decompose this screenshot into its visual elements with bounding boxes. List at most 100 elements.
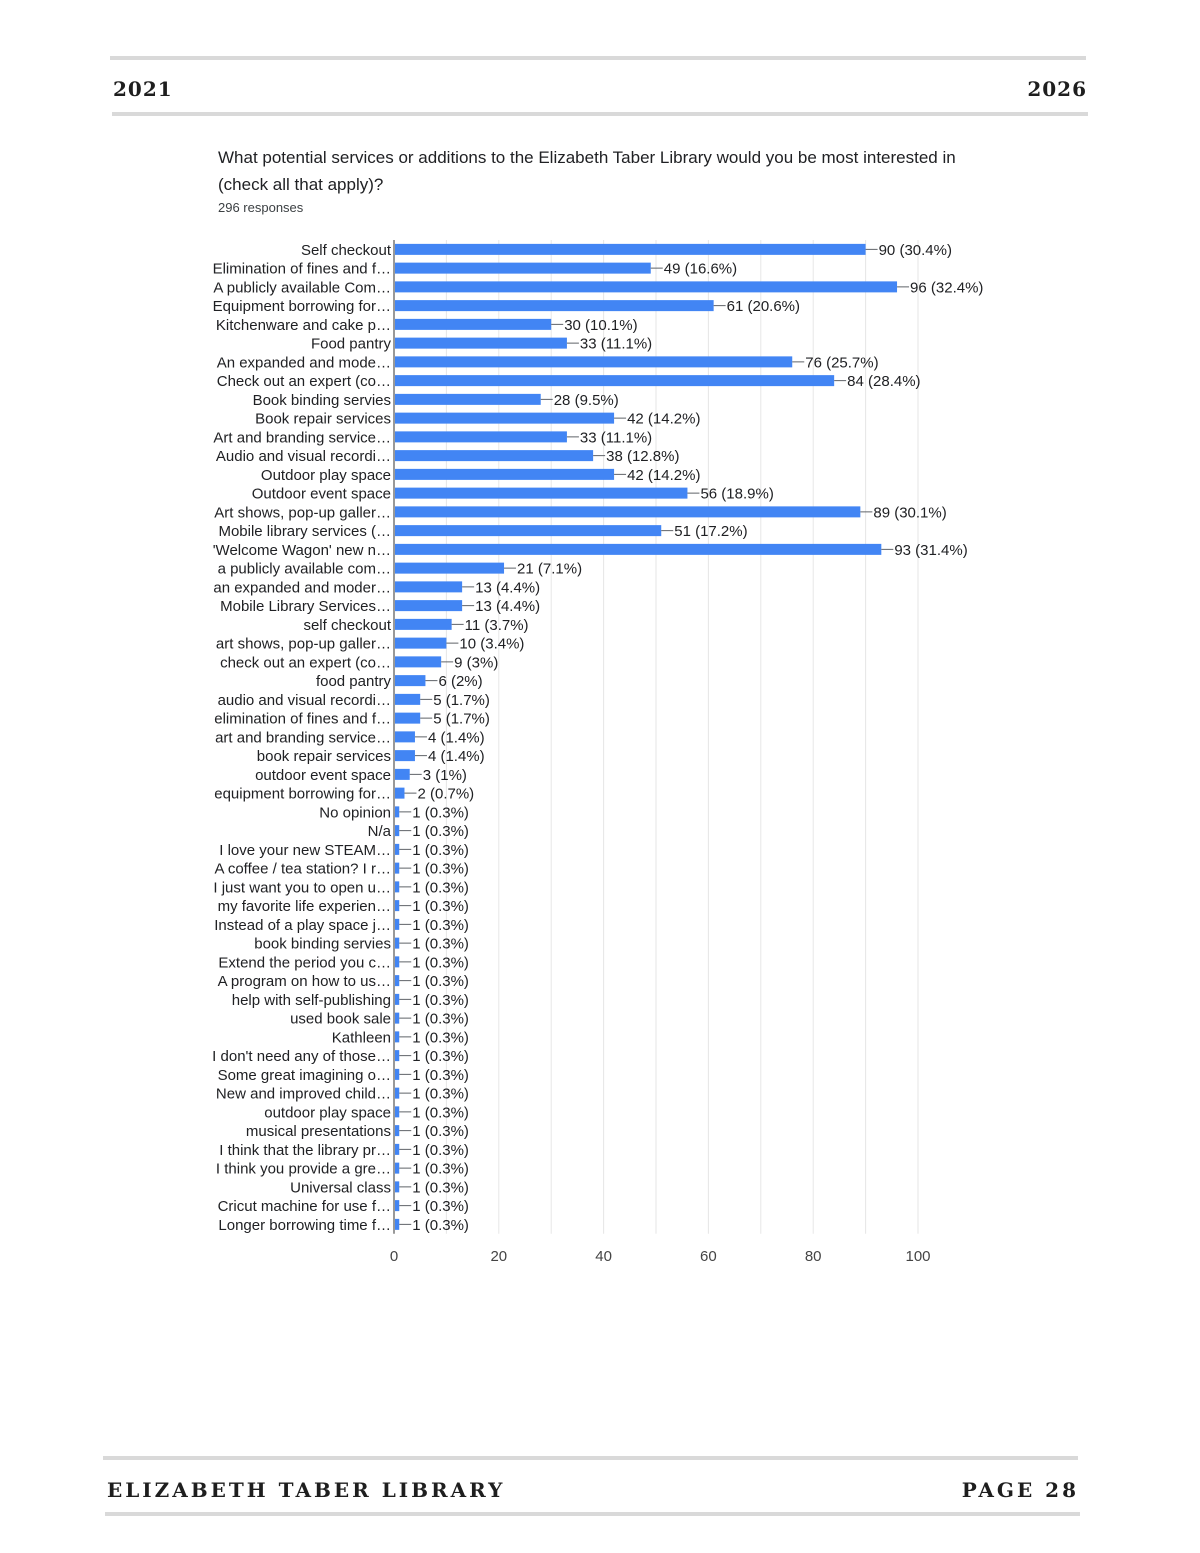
data-label: 1 (0.3%) bbox=[412, 954, 469, 971]
bar bbox=[395, 562, 505, 574]
category-label: food pantry bbox=[316, 673, 392, 690]
category-label: self checkout bbox=[303, 617, 391, 634]
category-label: art shows, pop-up galler… bbox=[216, 636, 391, 653]
category-label: musical presentations bbox=[246, 1123, 391, 1140]
x-tick-label: 40 bbox=[595, 1248, 612, 1265]
category-label: No opinion bbox=[319, 804, 391, 821]
data-label: 6 (2%) bbox=[438, 673, 482, 690]
category-label: book binding servies bbox=[254, 936, 391, 953]
category-label: Art and branding service… bbox=[213, 429, 391, 446]
data-label: 90 (30.4%) bbox=[879, 242, 952, 259]
data-label: 51 (17.2%) bbox=[674, 523, 747, 540]
category-label: I think you provide a gre… bbox=[216, 1161, 391, 1178]
category-label: Food pantry bbox=[311, 336, 392, 353]
data-label: 5 (1.7%) bbox=[433, 711, 490, 728]
category-label: An expanded and mode… bbox=[217, 354, 391, 371]
bar bbox=[395, 881, 400, 893]
data-label: 4 (1.4%) bbox=[428, 729, 485, 746]
bar bbox=[395, 937, 400, 949]
bar bbox=[395, 825, 400, 837]
category-label: Check out an expert (co… bbox=[217, 373, 391, 390]
category-label: Outdoor play space bbox=[261, 467, 391, 484]
header-bottom-rule bbox=[112, 112, 1088, 116]
category-label: outdoor event space bbox=[255, 767, 391, 784]
category-label: A publicly available Com… bbox=[213, 279, 391, 296]
bar bbox=[395, 1012, 400, 1024]
data-label: 1 (0.3%) bbox=[412, 973, 469, 990]
data-label: 1 (0.3%) bbox=[412, 1104, 469, 1121]
bar bbox=[395, 431, 567, 443]
bar bbox=[395, 993, 400, 1005]
data-label: 28 (9.5%) bbox=[554, 392, 619, 409]
category-label: I think that the library pr… bbox=[219, 1142, 391, 1159]
category-label: Self checkout bbox=[301, 242, 392, 259]
data-label: 1 (0.3%) bbox=[412, 898, 469, 915]
bar bbox=[395, 768, 410, 780]
category-label: an expanded and moder… bbox=[213, 579, 391, 596]
data-label: 1 (0.3%) bbox=[412, 1217, 469, 1234]
category-label: Universal class bbox=[290, 1179, 391, 1196]
bar bbox=[395, 450, 594, 462]
data-label: 42 (14.2%) bbox=[627, 467, 700, 484]
category-label: art and branding service… bbox=[215, 729, 391, 746]
data-label: 33 (11.1%) bbox=[580, 429, 652, 446]
data-label: 1 (0.3%) bbox=[412, 1086, 469, 1103]
bar bbox=[395, 337, 567, 349]
data-label: 3 (1%) bbox=[423, 767, 467, 784]
category-label: book repair services bbox=[257, 748, 391, 765]
data-label: 56 (18.9%) bbox=[700, 486, 773, 503]
data-label: 1 (0.3%) bbox=[412, 1048, 469, 1065]
category-label: elimination of fines and f… bbox=[214, 711, 391, 728]
bar bbox=[395, 656, 442, 668]
data-label: 1 (0.3%) bbox=[412, 1198, 469, 1215]
bar bbox=[395, 525, 662, 537]
bar bbox=[395, 1218, 400, 1230]
category-label: my favorite life experien… bbox=[218, 898, 391, 915]
bar bbox=[395, 637, 447, 649]
x-tick-label: 60 bbox=[700, 1248, 717, 1265]
footer-top-rule bbox=[103, 1456, 1078, 1460]
bar bbox=[395, 318, 552, 330]
data-label: 5 (1.7%) bbox=[433, 692, 490, 709]
bar bbox=[395, 393, 541, 405]
data-label: 1 (0.3%) bbox=[412, 1179, 469, 1196]
bar bbox=[395, 843, 400, 855]
bar bbox=[395, 862, 400, 874]
bar bbox=[395, 1200, 400, 1212]
data-label: 76 (25.7%) bbox=[805, 354, 878, 371]
bar bbox=[395, 618, 452, 630]
bar bbox=[395, 262, 651, 274]
bar bbox=[395, 1050, 400, 1062]
bar bbox=[395, 581, 463, 593]
x-tick-label: 20 bbox=[490, 1248, 507, 1265]
data-label: 1 (0.3%) bbox=[412, 1011, 469, 1028]
bar bbox=[395, 712, 421, 724]
bar bbox=[395, 543, 882, 555]
category-label: 'Welcome Wagon' new n… bbox=[213, 542, 391, 559]
chart-subtitle: 296 responses bbox=[218, 200, 304, 215]
data-label: 84 (28.4%) bbox=[847, 373, 920, 390]
data-label: 33 (11.1%) bbox=[580, 336, 652, 353]
data-label: 1 (0.3%) bbox=[412, 1142, 469, 1159]
data-label: 96 (32.4%) bbox=[910, 279, 983, 296]
data-label: 13 (4.4%) bbox=[475, 579, 540, 596]
data-label: 2 (0.7%) bbox=[417, 786, 474, 803]
data-label: 1 (0.3%) bbox=[412, 992, 469, 1009]
data-label: 1 (0.3%) bbox=[412, 936, 469, 953]
category-label: audio and visual recordi… bbox=[218, 692, 391, 709]
data-label: 1 (0.3%) bbox=[412, 1029, 469, 1046]
bar bbox=[395, 243, 866, 255]
bar bbox=[395, 600, 463, 612]
bar bbox=[395, 731, 415, 743]
bar bbox=[395, 806, 400, 818]
footer-library-name: ELIZABETH TABER LIBRARY bbox=[107, 1478, 506, 1502]
category-label: I love your new STEAM… bbox=[219, 842, 391, 859]
category-label: A coffee / tea station? I r… bbox=[215, 861, 392, 878]
data-label: 42 (14.2%) bbox=[627, 411, 700, 428]
category-label: Art shows, pop-up galler… bbox=[214, 504, 391, 521]
bar bbox=[395, 750, 415, 762]
category-label: New and improved child… bbox=[216, 1086, 391, 1103]
category-label: I just want you to open u… bbox=[213, 879, 391, 896]
bar bbox=[395, 1106, 400, 1118]
